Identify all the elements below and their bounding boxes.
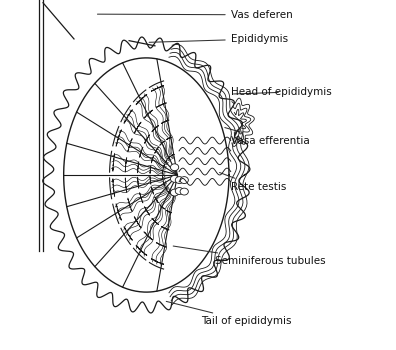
Text: Seminiferous tubules: Seminiferous tubules — [173, 246, 326, 266]
Ellipse shape — [170, 175, 179, 182]
Text: Rete testis: Rete testis — [219, 173, 286, 192]
Text: Vas deferen: Vas deferen — [97, 10, 293, 20]
Text: Vasa efferentia: Vasa efferentia — [225, 127, 309, 146]
Text: Tail of epididymis: Tail of epididymis — [166, 301, 292, 327]
Text: Epididymis: Epididymis — [149, 34, 288, 44]
Ellipse shape — [175, 188, 183, 194]
Ellipse shape — [170, 164, 179, 171]
Ellipse shape — [175, 177, 183, 183]
Text: Head of epididymis: Head of epididymis — [231, 88, 331, 97]
Ellipse shape — [180, 188, 188, 195]
Ellipse shape — [170, 189, 179, 196]
Ellipse shape — [180, 177, 188, 183]
